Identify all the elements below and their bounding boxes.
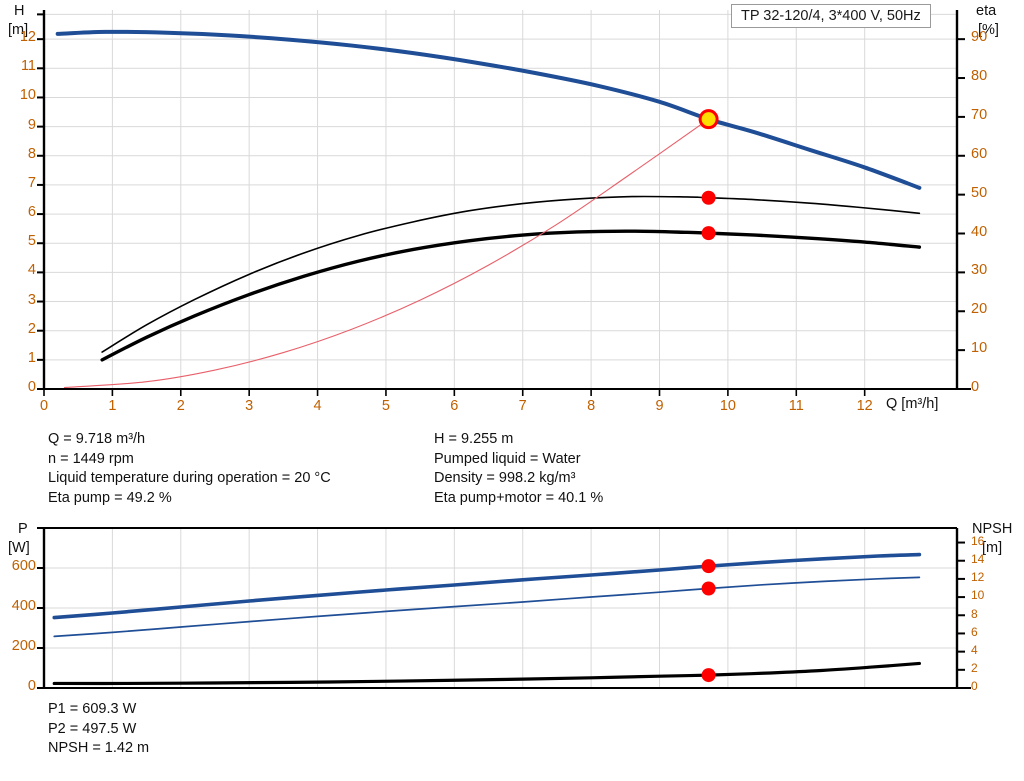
tick-label: 8 — [27, 145, 36, 162]
bottom-y2-axis-label-line2: [m] — [982, 540, 1003, 556]
tick-label: 9 — [27, 116, 36, 133]
bottom-y2-axis-label-line1: NPSH — [972, 521, 1013, 537]
tick-label: 11 — [788, 398, 804, 414]
tick-label: 3 — [27, 291, 36, 308]
tick-label: 600 — [11, 558, 36, 574]
tick-label: 5 — [27, 233, 36, 250]
tick-label: 80 — [971, 68, 988, 85]
duty-point-p1[interactable] — [701, 559, 716, 574]
tick-label: 7 — [27, 174, 36, 191]
tick-label: 10 — [971, 340, 988, 357]
duty-point-p2[interactable] — [701, 581, 716, 596]
top-y2-axis-label-line1: eta — [976, 3, 997, 19]
tick-label: 12 — [19, 29, 36, 46]
duty-point-eta-pump[interactable] — [701, 190, 716, 205]
tick-label: 1 — [108, 398, 117, 414]
top-y2-axis-label-line2: [%] — [978, 22, 999, 38]
info-line: Density = 998.2 kg/m³ — [434, 470, 576, 486]
top-y-axis-label-line2: [m] — [8, 22, 29, 38]
info-line: Eta pump+motor = 40.1 % — [434, 489, 604, 506]
curve-eta-pump — [101, 195, 921, 353]
tick-label: 8 — [587, 398, 596, 414]
tick-label: 40 — [971, 223, 988, 240]
tick-label: 6 — [27, 204, 36, 221]
info-line: Eta pump = 49.2 % — [48, 489, 172, 506]
tick-label: 2 — [27, 320, 36, 337]
tick-label: 2 — [971, 661, 978, 676]
tick-label: 12 — [971, 570, 985, 585]
info-line: n = 1449 rpm — [48, 450, 134, 467]
tick-label: 90 — [971, 29, 988, 46]
tick-label: 4 — [27, 262, 36, 279]
curve-system-control-line — [63, 118, 710, 389]
info-top-right: H = 9.255 m Pumped liquid = Water Densit… — [434, 430, 603, 508]
tick-label: 0 — [971, 379, 980, 395]
chart-title-box: TP 32-120/4, 3*400 V, 50Hz — [731, 4, 931, 28]
curve-h-head- — [55, 29, 922, 190]
tick-label: 10 — [19, 87, 36, 104]
tick-label: 12 — [856, 398, 873, 414]
tick-label: 2 — [176, 398, 185, 414]
tick-label: 11 — [20, 58, 36, 75]
curve-npsh — [52, 661, 921, 686]
info-line: Liquid temperature during operation = 20… — [48, 470, 331, 486]
tick-label: 14 — [971, 552, 985, 567]
tick-label: 16 — [971, 533, 985, 548]
curve-p2 — [53, 576, 921, 638]
bottom-y-axis-label-line1: P — [18, 521, 28, 537]
info-line: Pumped liquid = Water — [434, 450, 581, 467]
tick-label: 70 — [971, 106, 988, 123]
plot-background — [44, 10, 957, 389]
info-line: P2 = 497.5 W — [48, 720, 137, 737]
tick-label: 4 — [971, 642, 978, 657]
tick-label: 7 — [518, 398, 527, 414]
tick-label: 4 — [313, 398, 322, 414]
info-line: Q = 9.718 m³/h — [48, 431, 146, 447]
duty-point-eta-pump-motor[interactable] — [701, 226, 716, 241]
duty-point-npsh[interactable] — [701, 668, 716, 683]
top-y-axis-label-line1: H — [14, 3, 25, 19]
info-line: H = 9.255 m — [434, 431, 514, 447]
info-line: P1 = 609.3 W — [48, 701, 137, 717]
tick-label: 0 — [971, 679, 978, 694]
tick-label: 0 — [39, 398, 49, 414]
tick-label: 200 — [11, 638, 36, 654]
tick-label: 5 — [381, 398, 390, 414]
tick-label: 8 — [971, 606, 978, 621]
info-line: NPSH = 1.42 m — [48, 740, 150, 756]
tick-label: 6 — [971, 624, 978, 639]
chart-title-text: TP 32-120/4, 3*400 V, 50Hz — [741, 8, 921, 24]
bottom-y-axis-label-line2: [W] — [8, 540, 30, 556]
tick-label: 10 — [971, 588, 985, 603]
tick-label: 9 — [655, 398, 664, 414]
tick-label: 1 — [27, 349, 36, 366]
curve-p1 — [52, 552, 922, 620]
curve-eta-pump-motor — [100, 229, 922, 362]
x-axis-label: Q [m³/h] — [886, 396, 939, 412]
tick-label: 50 — [971, 184, 988, 201]
tick-label: 6 — [450, 398, 459, 414]
tick-label: 10 — [719, 398, 736, 414]
tick-label: 400 — [11, 598, 36, 614]
tick-label: 0 — [27, 379, 36, 395]
tick-label: 3 — [245, 398, 254, 414]
tick-label: 30 — [971, 262, 988, 279]
tick-label: 20 — [971, 301, 988, 318]
tick-label: 60 — [971, 145, 988, 162]
tick-label: 0 — [27, 678, 36, 694]
duty-point-head[interactable] — [698, 109, 719, 130]
info-top-left: Q = 9.718 m³/h n = 1449 rpm Liquid tempe… — [48, 430, 331, 508]
info-bottom: P1 = 609.3 W P2 = 497.5 W NPSH = 1.42 m — [48, 700, 149, 759]
